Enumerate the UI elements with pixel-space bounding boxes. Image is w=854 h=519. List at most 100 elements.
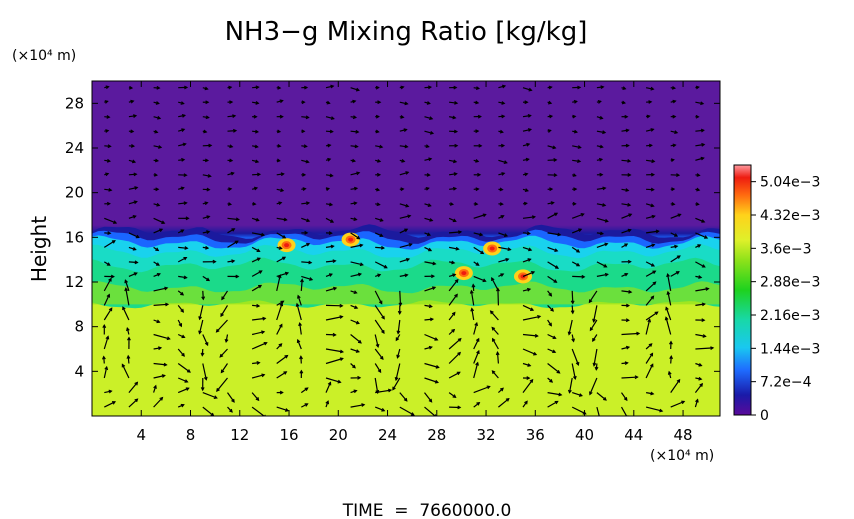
- colorbar-label: 4.32e−3: [760, 208, 820, 224]
- wind-vector-head: [577, 145, 582, 149]
- wind-vector: [350, 348, 360, 353]
- x-tick-label: 44: [624, 426, 643, 444]
- wind-vector: [645, 353, 654, 364]
- wind-vector-head: [475, 361, 479, 366]
- wind-vector-head: [400, 187, 405, 192]
- wind-vector-head: [457, 405, 462, 410]
- wind-vector: [374, 319, 385, 334]
- wind-vector-head: [255, 100, 260, 105]
- wind-vector: [301, 159, 309, 163]
- wind-vector-head: [457, 230, 463, 234]
- wind-vector: [424, 130, 434, 134]
- wind-vector: [645, 244, 655, 248]
- wind-vector-head: [499, 129, 504, 134]
- wind-vector-head: [667, 370, 672, 375]
- wind-vector: [473, 246, 484, 255]
- wind-vector-head: [674, 244, 679, 249]
- wind-vector-head: [381, 329, 385, 334]
- wind-vector-head: [451, 311, 456, 316]
- wind-vector: [424, 116, 433, 120]
- wind-vector: [350, 232, 360, 240]
- y-ticks: 4 8 12 16 20 24 28: [65, 94, 720, 380]
- wind-vector-head: [186, 369, 191, 373]
- wind-vector-head: [206, 277, 211, 282]
- wind-vector-head: [261, 330, 266, 335]
- wind-vector-head: [155, 187, 160, 192]
- wind-vector-head: [701, 264, 706, 268]
- wind-vector: [492, 338, 499, 350]
- wind-vector-head: [625, 318, 630, 323]
- wind-vector: [178, 143, 186, 147]
- wind-vector-head: [627, 159, 632, 163]
- wind-vector-head: [548, 85, 553, 90]
- wind-vector: [301, 202, 310, 205]
- wind-vector-head: [476, 349, 480, 355]
- wind-vector-head: [110, 274, 115, 279]
- wind-vector: [695, 101, 704, 105]
- wind-vector: [596, 273, 608, 277]
- wind-vector: [670, 255, 681, 263]
- wind-vector-head: [453, 129, 459, 134]
- wind-vector: [350, 304, 358, 309]
- wind-vector: [522, 87, 532, 91]
- wind-vector-head: [252, 202, 257, 206]
- wind-vector-head: [108, 188, 113, 192]
- wind-vector-head: [634, 375, 639, 380]
- wind-vector-head: [130, 99, 135, 104]
- wind-vector: [571, 363, 576, 380]
- wind-vector: [325, 287, 337, 292]
- wind-vector-head: [228, 187, 233, 192]
- wind-vector: [473, 338, 480, 350]
- wind-vector-head: [474, 202, 479, 206]
- wind-vector-head: [478, 143, 483, 148]
- wind-vector: [350, 319, 360, 324]
- wind-vector-head: [256, 257, 261, 262]
- wind-vector-head: [552, 335, 557, 340]
- wind-vector: [103, 294, 110, 306]
- wind-vector-head: [623, 397, 628, 402]
- wind-vector-head: [355, 87, 360, 92]
- wind-vector: [276, 232, 286, 239]
- wind-vector-head: [330, 244, 335, 249]
- wind-vector: [589, 319, 598, 331]
- wind-vector: [392, 377, 401, 391]
- wind-vector: [127, 355, 130, 364]
- wind-vector: [490, 310, 499, 321]
- x-tick-label: 40: [575, 426, 594, 444]
- wind-vector-head: [492, 337, 496, 342]
- wind-vector: [325, 116, 334, 120]
- wind-vector: [216, 377, 228, 392]
- wind-vector-head: [304, 387, 309, 391]
- y-tick-label: 8: [74, 318, 84, 336]
- wind-vector-head: [279, 390, 284, 395]
- wind-vector-head: [206, 215, 211, 219]
- wind-vector-head: [253, 114, 258, 119]
- wind-vector-head: [256, 248, 261, 253]
- wind-vector: [547, 275, 557, 283]
- wind-vector-head: [452, 218, 457, 223]
- wind-vector-head: [299, 355, 303, 360]
- wind-vector-head: [394, 376, 399, 382]
- wind-vector: [300, 279, 303, 291]
- wind-vector-head: [572, 375, 577, 381]
- wind-vector: [220, 305, 229, 317]
- wind-vector-head: [429, 116, 434, 121]
- wind-vector-head: [156, 85, 161, 90]
- wind-vector-head: [669, 340, 673, 345]
- wind-vector-head: [429, 218, 434, 222]
- wind-vector-head: [235, 217, 240, 222]
- wind-vector-head: [219, 353, 224, 358]
- wind-vector: [665, 307, 672, 321]
- wind-vector-head: [550, 201, 555, 205]
- colorbar-label: 3.6e−3: [760, 241, 812, 257]
- wind-vector-head: [379, 218, 384, 222]
- colorbar-label: 7.2e−4: [760, 375, 812, 391]
- wind-vector: [695, 333, 706, 337]
- x-ticks: 4 8 12 16 20 24 28 32 36 40 44 48: [136, 81, 693, 444]
- wind-vector: [621, 213, 632, 219]
- wind-vector-head: [161, 374, 166, 378]
- wind-vector-head: [208, 143, 213, 148]
- wind-vector: [350, 273, 362, 277]
- wind-vector: [448, 329, 455, 335]
- wind-vector-head: [671, 86, 677, 90]
